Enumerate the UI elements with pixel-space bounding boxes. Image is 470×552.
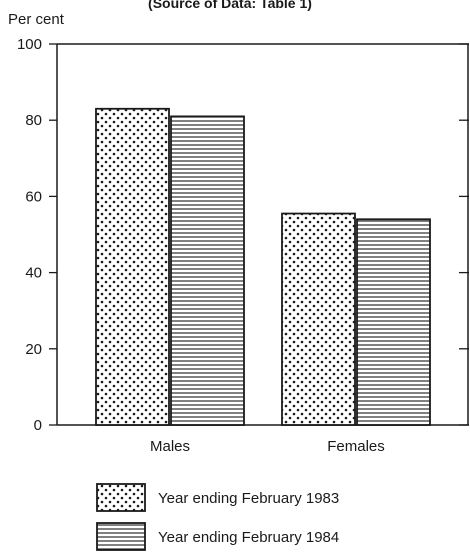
y-tick-label: 60 (25, 188, 42, 205)
y-tick-label: 100 (17, 36, 42, 53)
y-axis-label: Per cent (8, 11, 65, 28)
x-axis: Males Females (150, 438, 385, 455)
bars (95, 107, 431, 426)
x-category-label: Males (150, 438, 190, 455)
x-category-label: Females (327, 438, 385, 455)
y-axis: 0 20 40 60 80 100 (17, 36, 469, 434)
legend-swatch-2 (96, 522, 146, 551)
y-tick-label: 0 (34, 417, 42, 434)
legend-label-1: Year ending February 1983 (158, 490, 339, 507)
bar-females-series-1 (281, 212, 356, 426)
bar-females-series-2 (356, 218, 431, 426)
y-tick-label: 80 (25, 112, 42, 129)
bar-males-series-1 (95, 107, 170, 426)
legend-swatch-1 (96, 483, 146, 512)
legend-label-2: Year ending February 1984 (158, 529, 339, 546)
source-note: (Source of Data: Table 1) (148, 0, 312, 11)
bar-males-series-2 (170, 115, 245, 426)
legend: Year ending February 1983 Year ending Feb… (96, 483, 339, 551)
y-tick-label: 40 (25, 265, 42, 282)
y-tick-label: 20 (25, 341, 42, 358)
